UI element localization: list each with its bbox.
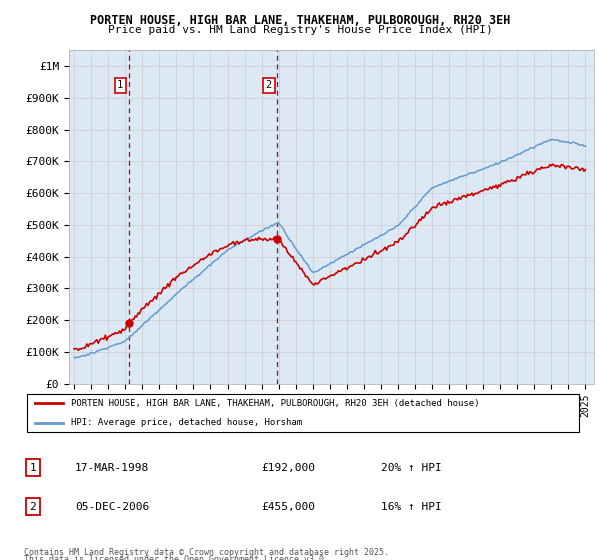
Text: 20% ↑ HPI: 20% ↑ HPI — [381, 463, 442, 473]
Text: Contains HM Land Registry data © Crown copyright and database right 2025.: Contains HM Land Registry data © Crown c… — [24, 548, 389, 557]
Text: 2: 2 — [266, 80, 272, 90]
Text: 1: 1 — [29, 463, 37, 473]
Text: HPI: Average price, detached house, Horsham: HPI: Average price, detached house, Hors… — [71, 418, 302, 427]
Text: £192,000: £192,000 — [261, 463, 315, 473]
Text: 16% ↑ HPI: 16% ↑ HPI — [381, 502, 442, 512]
Text: PORTEN HOUSE, HIGH BAR LANE, THAKEHAM, PULBOROUGH, RH20 3EH: PORTEN HOUSE, HIGH BAR LANE, THAKEHAM, P… — [90, 14, 510, 27]
Text: 2: 2 — [29, 502, 37, 512]
Text: £455,000: £455,000 — [261, 502, 315, 512]
Text: Price paid vs. HM Land Registry's House Price Index (HPI): Price paid vs. HM Land Registry's House … — [107, 25, 493, 35]
Text: This data is licensed under the Open Government Licence v3.0.: This data is licensed under the Open Gov… — [24, 556, 329, 560]
FancyBboxPatch shape — [27, 394, 579, 432]
Text: PORTEN HOUSE, HIGH BAR LANE, THAKEHAM, PULBOROUGH, RH20 3EH (detached house): PORTEN HOUSE, HIGH BAR LANE, THAKEHAM, P… — [71, 399, 480, 408]
Text: 17-MAR-1998: 17-MAR-1998 — [75, 463, 149, 473]
Text: 05-DEC-2006: 05-DEC-2006 — [75, 502, 149, 512]
Text: 1: 1 — [117, 80, 124, 90]
